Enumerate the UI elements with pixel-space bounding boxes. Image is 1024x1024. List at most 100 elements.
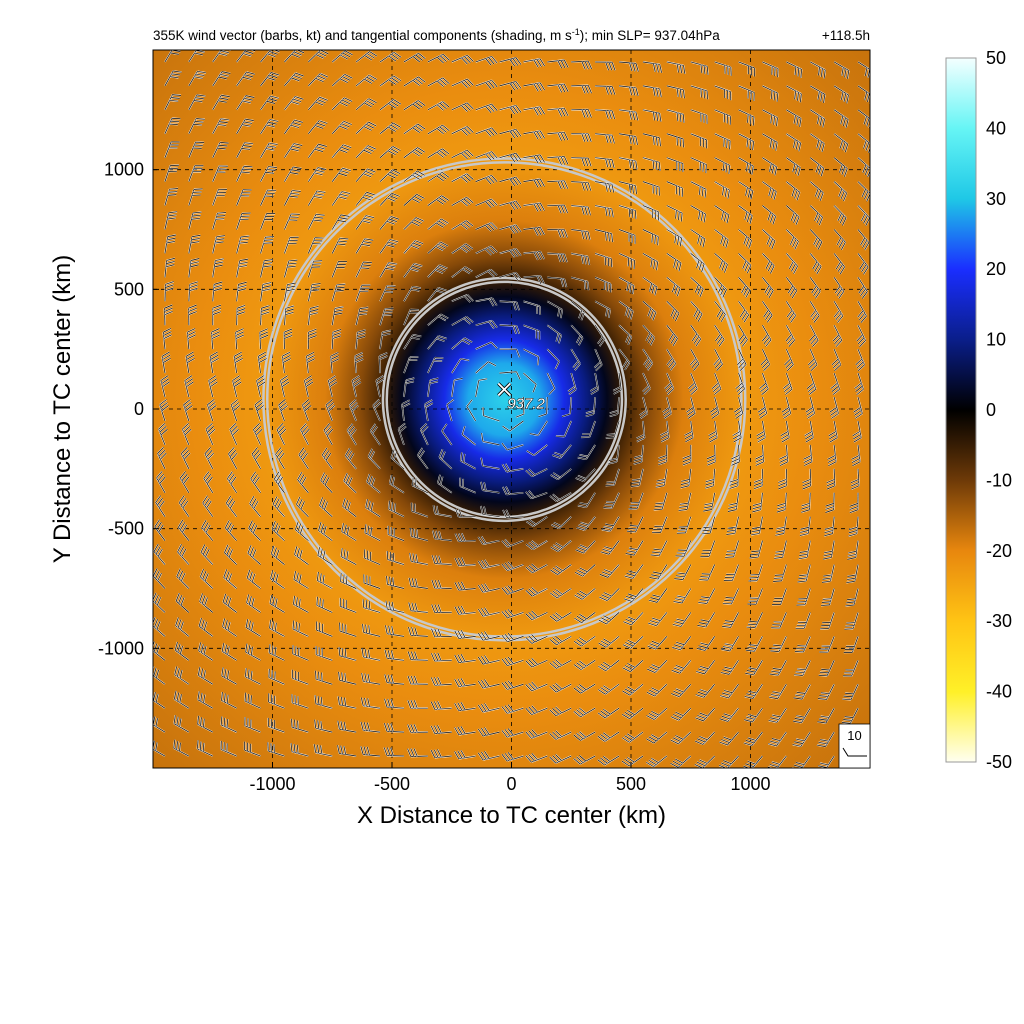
wind-barb — [360, 697, 381, 709]
wind-barb — [642, 61, 663, 73]
wind-barb — [567, 372, 577, 396]
wind-barb — [550, 468, 572, 481]
wind-barb — [331, 237, 349, 254]
x-tick-label: -1000 — [249, 774, 295, 794]
wind-barb — [188, 211, 202, 230]
wind-barb — [571, 204, 592, 216]
wind-barb — [247, 544, 262, 566]
wind-barb — [427, 356, 444, 374]
wind-barb — [743, 731, 764, 747]
wind-barb — [642, 109, 662, 122]
colorbar-tick-labels: 50 40 30 20 10 0 -10 -20 -30 -40 -50 — [986, 48, 1012, 772]
wind-barb — [690, 204, 707, 223]
wind-barb — [642, 324, 656, 346]
wind-barb — [367, 448, 381, 470]
wind-barb — [646, 683, 668, 697]
wind-barb — [618, 300, 634, 320]
wind-barb — [666, 109, 685, 123]
wind-barb — [523, 130, 546, 140]
wind-barb — [212, 70, 231, 87]
wind-barb — [248, 520, 262, 542]
wind-barb — [785, 181, 801, 201]
wind-barb — [354, 351, 364, 374]
wind-barb — [809, 85, 826, 104]
min-slp-label: 937.2 — [507, 395, 545, 412]
wind-barb — [755, 444, 765, 467]
wind-barb — [547, 252, 568, 263]
wind-barb — [379, 51, 402, 63]
wind-barb — [749, 540, 764, 559]
wind-barb — [597, 755, 620, 766]
wind-barb — [361, 623, 381, 638]
wind-barb — [244, 692, 261, 709]
wind-barb — [670, 755, 692, 768]
wind-barb — [714, 109, 732, 125]
wind-barb — [570, 348, 581, 371]
wind-barb — [502, 509, 524, 519]
wind-barb — [547, 276, 568, 288]
wind-barb — [642, 85, 663, 98]
wind-barb — [221, 642, 238, 661]
wind-barb — [828, 420, 838, 443]
wind-barb — [408, 577, 428, 590]
wind-barb — [594, 324, 606, 347]
reference-barb-key: 10 — [838, 723, 871, 769]
wind-barb — [501, 442, 524, 451]
wind-barb — [369, 423, 381, 446]
wind-barb — [161, 351, 171, 374]
wind-barb — [410, 502, 429, 518]
wind-barb — [785, 324, 796, 348]
wind-barb — [700, 540, 716, 558]
wind-barb — [642, 132, 662, 147]
wind-barb — [202, 495, 214, 518]
wind-barb — [379, 215, 400, 231]
wind-barb — [243, 741, 261, 757]
wind-barb — [499, 176, 522, 187]
wind-barb — [603, 492, 620, 509]
wind-barb — [589, 372, 600, 395]
wind-barb — [761, 180, 778, 201]
wind-barb — [793, 683, 811, 700]
wind-barb — [857, 228, 870, 251]
wind-barb — [523, 275, 545, 285]
wind-barb — [251, 446, 262, 470]
y-axis-ticks: -1000 -500 0 500 1000 — [98, 160, 159, 658]
wind-barb — [597, 659, 620, 672]
wind-barb — [466, 399, 477, 422]
wind-barb — [752, 492, 764, 513]
wind-barb — [482, 407, 500, 422]
wind-barb — [786, 61, 803, 78]
wind-barb — [623, 611, 644, 626]
wind-barb — [549, 563, 572, 576]
wind-barb — [235, 188, 252, 206]
wind-barb — [745, 659, 764, 676]
wind-barb — [570, 324, 584, 346]
wind-barb — [331, 167, 352, 183]
wind-barb — [737, 252, 752, 274]
wind-barb — [499, 152, 522, 163]
wind-barb — [427, 241, 449, 255]
wind-barb — [403, 239, 424, 254]
wind-barb — [307, 72, 329, 87]
wind-barb — [477, 726, 500, 737]
wind-barb — [547, 59, 569, 69]
wind-barb — [198, 593, 214, 614]
wind-barb — [250, 471, 262, 494]
wind-barb — [427, 264, 448, 278]
wind-barb — [809, 109, 826, 128]
wind-barb — [331, 214, 350, 230]
wind-barb — [181, 422, 192, 446]
wind-barb — [690, 61, 709, 75]
wind-barb — [687, 372, 698, 396]
wind-barb — [366, 473, 381, 494]
wind-barb — [573, 707, 596, 718]
wind-barb — [477, 750, 500, 761]
wind-barb — [808, 324, 819, 348]
wind-barb — [323, 422, 334, 446]
wind-barb — [782, 372, 793, 396]
wind-barb — [177, 519, 190, 542]
wind-barb — [164, 164, 179, 182]
wind-barb — [220, 691, 238, 709]
wind-barb — [804, 420, 814, 443]
wind-barb — [574, 563, 596, 577]
